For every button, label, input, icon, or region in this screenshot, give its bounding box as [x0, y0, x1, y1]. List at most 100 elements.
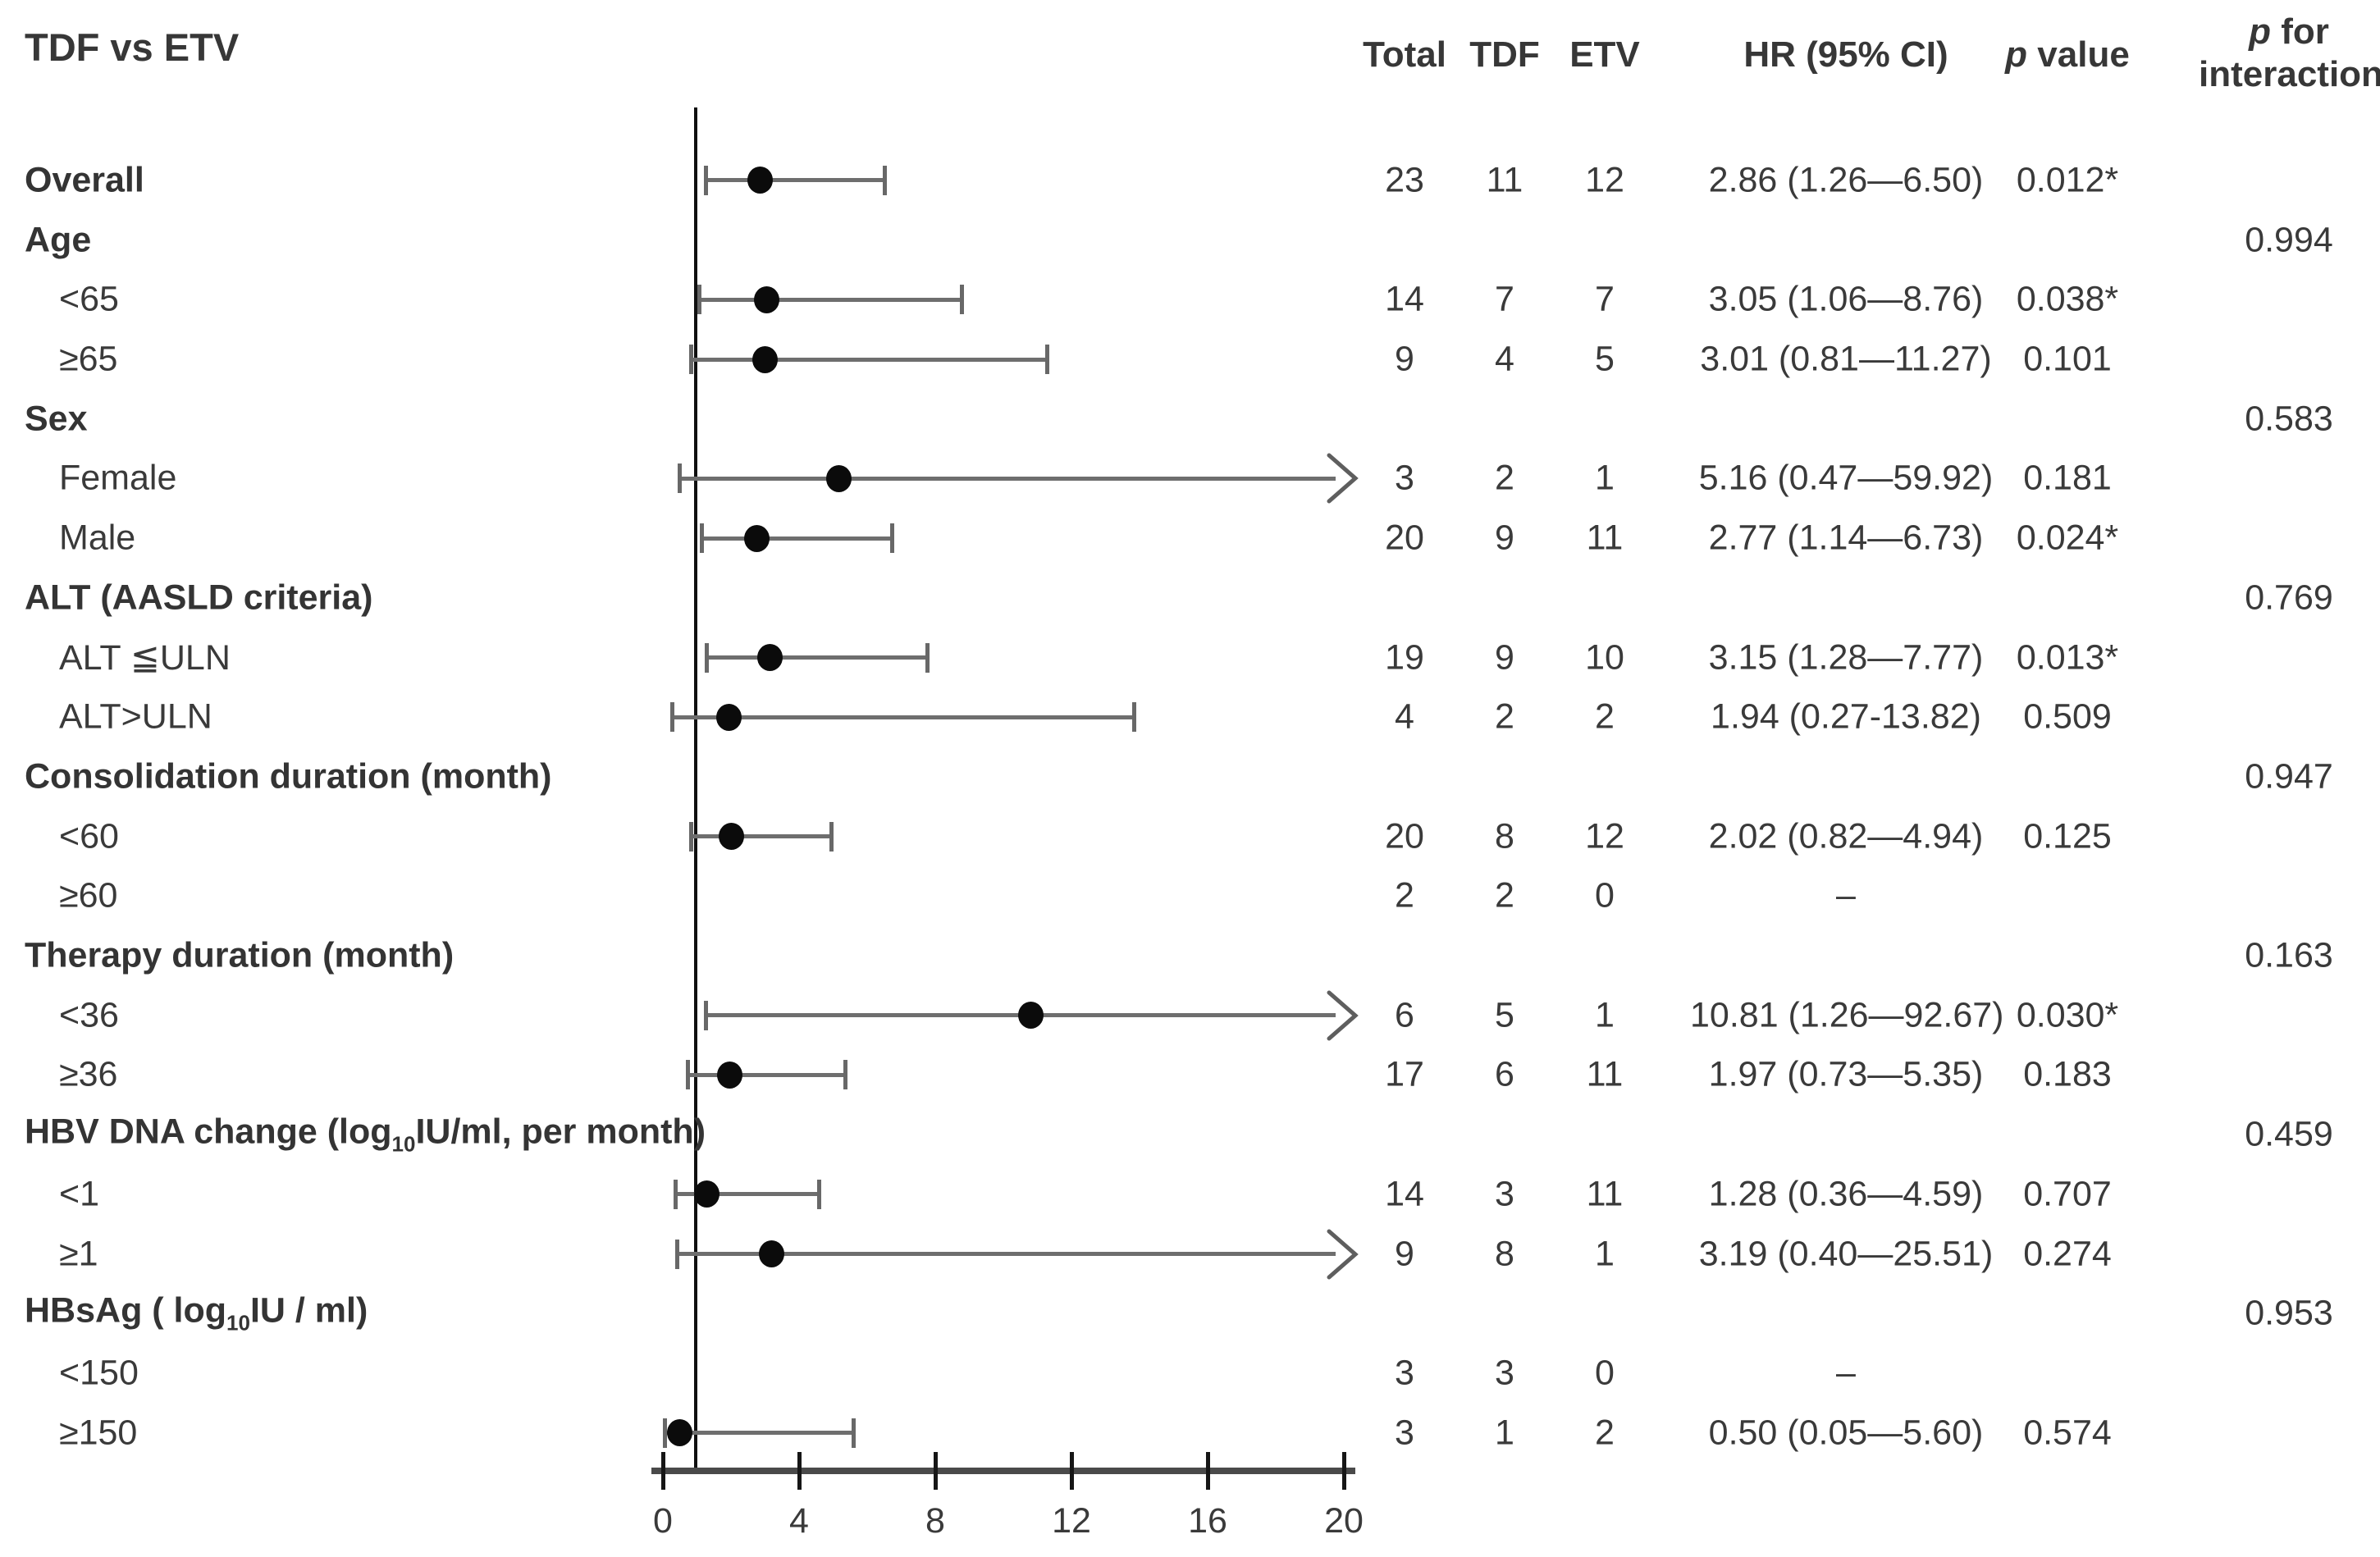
hr-ci-cell: 2.02 (0.82—4.94) [1708, 816, 1984, 856]
ci-line [688, 1072, 845, 1077]
ci-line [706, 178, 884, 183]
total-cell: 20 [1385, 816, 1424, 856]
hr-point [752, 345, 779, 373]
hr-ci-cell: 1.97 (0.73—5.35) [1708, 1054, 1984, 1094]
p-value-cell: 0.574 [2023, 1413, 2112, 1453]
total-cell: 14 [1385, 279, 1424, 319]
ci-line [691, 834, 831, 839]
ci-cap-right [817, 1179, 822, 1209]
row-label: Male [59, 518, 136, 558]
tdf-cell: 9 [1495, 518, 1514, 558]
tdf-cell: 11 [1486, 160, 1523, 200]
tdf-cell: 3 [1495, 1174, 1514, 1214]
p-interaction-cell: 0.994 [2245, 220, 2333, 260]
hr-point [716, 703, 742, 731]
forest-row: Therapy duration (month) 0.163 [0, 926, 2380, 986]
forest-row: ≥60 2 2 0 – [0, 866, 2380, 926]
row-label: ≥60 [59, 875, 118, 915]
forest-row: ≥36 17 6 11 1.97 (0.73—5.35) 0.183 [0, 1045, 2380, 1105]
hr-ci-cell: – [1836, 875, 1856, 915]
total-cell: 3 [1395, 1413, 1414, 1453]
tdf-cell: 3 [1495, 1353, 1514, 1393]
x-axis-line [651, 1468, 1355, 1474]
etv-cell: 1 [1595, 995, 1615, 1035]
column-header-total: Total [1363, 34, 1446, 75]
row-label: Overall [25, 160, 144, 200]
hr-ci-cell: 5.16 (0.47—59.92) [1698, 458, 1994, 498]
hr-point [747, 167, 774, 194]
ci-cap-right [829, 821, 834, 852]
x-axis-tick-label: 4 [789, 1501, 809, 1541]
tdf-cell: 7 [1495, 279, 1514, 319]
total-cell: 4 [1395, 696, 1414, 737]
tdf-cell: 5 [1495, 995, 1514, 1035]
ci-line [678, 476, 1336, 481]
x-axis-tick [1069, 1452, 1074, 1490]
forest-row: Age 0.994 [0, 210, 2380, 270]
etv-cell: 12 [1585, 816, 1624, 856]
ci-cap-right [959, 285, 964, 315]
tdf-cell: 2 [1495, 458, 1514, 498]
row-label: ≥1 [59, 1234, 98, 1274]
forest-row: Sex 0.583 [0, 389, 2380, 449]
hr-point [719, 823, 745, 851]
forest-row: <1 14 3 11 1.28 (0.36—4.59) 0.707 [0, 1165, 2380, 1225]
x-axis-tick [797, 1452, 802, 1490]
p-value-cell: 0.101 [2023, 339, 2112, 379]
ci-line [665, 1431, 854, 1436]
arrow-right-icon [1324, 451, 1360, 505]
ci-cap-right [1131, 702, 1136, 733]
forest-row: Consolidation duration (month) 0.947 [0, 747, 2380, 807]
x-axis-tick [1341, 1452, 1346, 1490]
forest-row: Female 3 2 1 5.16 (0.47—59.92) 0.181 [0, 449, 2380, 509]
total-cell: 9 [1395, 1234, 1414, 1274]
ci-cap-left [689, 821, 694, 852]
ci-cap-left [674, 1239, 679, 1269]
total-cell: 9 [1395, 339, 1414, 379]
row-label-part: IU/ml, per month) [415, 1112, 706, 1152]
hr-ci-cell: 2.86 (1.26—6.50) [1708, 160, 1984, 200]
forest-row: ≥65 9 4 5 3.01 (0.81—11.27) 0.101 [0, 330, 2380, 390]
p-value-cell: 0.125 [2023, 816, 2112, 856]
p-value-rest: value [2027, 34, 2130, 75]
hr-point [667, 1419, 693, 1447]
arrow-right-icon [1324, 1227, 1360, 1281]
forest-row: ≥150 3 1 2 0.50 (0.05—5.60) 0.574 [0, 1403, 2380, 1463]
p-interaction-cell: 0.459 [2245, 1114, 2333, 1154]
row-label: Therapy duration (month) [25, 935, 455, 975]
forest-row: HBV DNA change (log10IU/ml, per month) 0.… [0, 1105, 2380, 1165]
etv-cell: 0 [1595, 875, 1615, 915]
etv-cell: 2 [1595, 696, 1615, 737]
p-interaction-cell: 0.947 [2245, 756, 2333, 797]
hr-ci-cell: 1.28 (0.36—4.59) [1708, 1174, 1984, 1214]
etv-cell: 11 [1586, 518, 1624, 558]
reference-line-hr-1 [694, 107, 697, 1471]
tdf-cell: 8 [1495, 1234, 1514, 1274]
row-label: <65 [59, 279, 119, 319]
total-cell: 17 [1385, 1054, 1424, 1094]
x-axis-tick-label: 12 [1052, 1501, 1091, 1541]
ci-line [690, 357, 1047, 362]
tdf-cell: 9 [1495, 637, 1514, 678]
etv-cell: 0 [1595, 1353, 1615, 1393]
tdf-cell: 2 [1495, 696, 1514, 737]
forest-row: <65 14 7 7 3.05 (1.06—8.76) 0.038* [0, 270, 2380, 330]
p-value-cell: 0.181 [2023, 458, 2112, 498]
row-label: Age [25, 220, 92, 260]
total-cell: 14 [1385, 1174, 1424, 1214]
tdf-cell: 4 [1495, 339, 1514, 379]
row-label: <150 [59, 1353, 139, 1393]
ci-cap-left [663, 1418, 668, 1448]
row-label-part: HBsAg ( log [25, 1290, 227, 1331]
total-cell: 3 [1395, 458, 1414, 498]
arrow-right-icon [1324, 989, 1360, 1043]
row-label: Female [59, 458, 177, 498]
forest-row: <36 6 5 1 10.81 (1.26—92.67) 0.030* [0, 985, 2380, 1045]
etv-cell: 5 [1595, 339, 1615, 379]
p-value-cell: 0.183 [2023, 1054, 2112, 1094]
x-axis-tick-label: 16 [1188, 1501, 1227, 1541]
p-interaction-cell: 0.953 [2245, 1293, 2333, 1333]
ci-cap-right [925, 642, 930, 673]
ci-cap-left [704, 165, 709, 195]
